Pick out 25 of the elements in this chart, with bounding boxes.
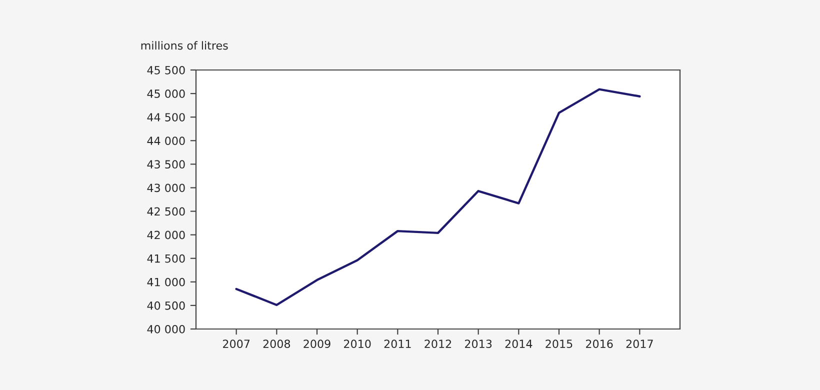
x-tick-label: 2013 [465, 340, 492, 348]
x-tick-label: 2009 [304, 340, 330, 348]
x-tick-label: 2017 [626, 340, 653, 348]
x-tick-label: 2014 [505, 340, 532, 348]
y-tick-label: 43 000 [147, 184, 185, 192]
y-tick-label: 44 000 [147, 136, 185, 146]
y-tick-label: 42 000 [147, 230, 185, 240]
x-tick-label: 2007 [223, 340, 250, 348]
x-tick-label: 2016 [586, 340, 613, 348]
y-tick-label: 44 500 [147, 113, 185, 122]
x-tick-label: 2011 [384, 340, 411, 348]
y-tick-label: 45 500 [147, 66, 185, 74]
x-tick-label: 2015 [546, 340, 572, 348]
y-tick-label: 40 000 [147, 324, 185, 334]
x-tick-label: 2012 [424, 340, 452, 348]
y-tick-label: 41 500 [147, 254, 185, 263]
x-tick-label: 2008 [263, 340, 290, 348]
y-tick-label: 45 000 [147, 90, 185, 98]
x-tick-label: 2010 [344, 340, 371, 348]
y-tick-label: 40 500 [147, 301, 185, 310]
y-tick-label: 41 000 [147, 278, 185, 286]
line-series [235, 88, 641, 306]
y-axis-title: millions of litres [141, 41, 228, 50]
y-tick-label: 42 500 [147, 207, 185, 216]
y-tick-label: 43 500 [147, 160, 185, 169]
